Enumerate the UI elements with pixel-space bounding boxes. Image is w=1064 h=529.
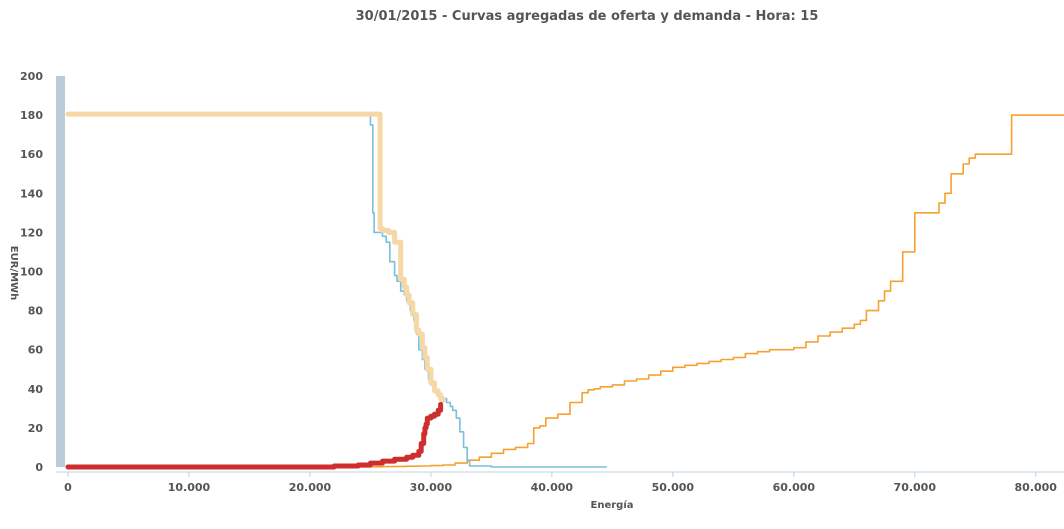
x-tick-label: 80.000 (1015, 481, 1058, 494)
y-tick-label: 80 (28, 305, 44, 318)
x-tick-label: 0 (64, 481, 72, 494)
y-tick-label: 40 (28, 383, 44, 396)
x-tick-label: 30.000 (410, 481, 453, 494)
y-tick-label: 180 (20, 109, 43, 122)
series-line-demand_matched (65, 111, 446, 403)
series-line-demand_full (67, 114, 608, 468)
series-layer (65, 111, 1064, 470)
x-tick-label: 50.000 (652, 481, 695, 494)
x-tick-label: 70.000 (894, 481, 937, 494)
x-tick-labels: 0 10.000 20.000 30.000 40.000 50.000 60.000 70.… (64, 472, 1057, 494)
x-tick-label: 10.000 (168, 481, 211, 494)
y-tick-labels: 0 20 40 60 80 100 120 140 160 180 200 (20, 70, 43, 474)
y-tick-label: 20 (28, 422, 44, 435)
y-tick-label: 140 (20, 187, 43, 200)
y-axis-title: EUR/MWh (8, 246, 19, 300)
y-axis-bar (56, 76, 65, 467)
y-tick-label: 60 (28, 344, 44, 357)
x-tick-label: 20.000 (289, 481, 332, 494)
y-tick-label: 200 (20, 70, 43, 83)
chart-title: 30/01/2015 - Curvas agregadas de oferta … (356, 9, 819, 24)
x-tick-label: 40.000 (531, 481, 574, 494)
y-tick-label: 120 (20, 226, 43, 239)
x-axis-title: Energía (591, 499, 634, 511)
y-tick-label: 100 (20, 266, 43, 279)
series-line-offer_matched (65, 401, 444, 470)
series-line-offer_full (67, 114, 1064, 468)
x-tick-label: 60.000 (773, 481, 816, 494)
y-tick-label: 160 (20, 148, 43, 161)
y-tick-label: 0 (35, 461, 43, 474)
